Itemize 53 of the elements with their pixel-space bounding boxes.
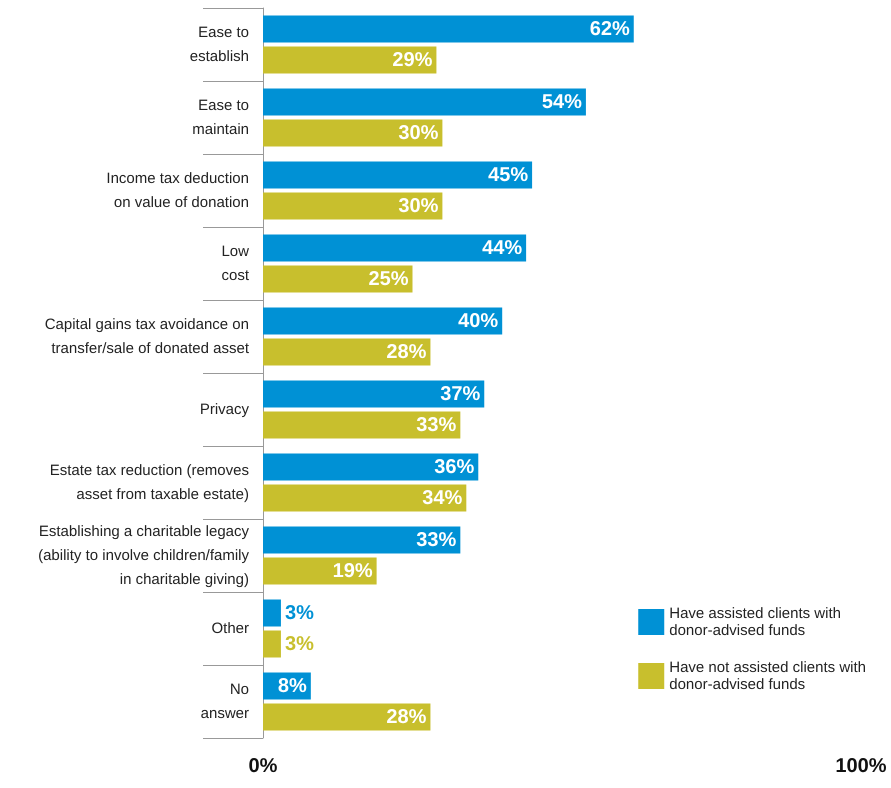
bar: [263, 380, 484, 408]
y-tick-label: No answer: [200, 681, 249, 722]
data-label: 30%: [398, 122, 439, 144]
legend-label: Have not assisted clients with donor-advised funds: [669, 659, 866, 693]
data-label: 8%: [278, 674, 308, 697]
y-tick-label: Other: [211, 620, 250, 637]
data-label: 28%: [386, 706, 427, 728]
bar: [263, 526, 460, 554]
data-label: 36%: [434, 456, 474, 478]
bar: [263, 453, 478, 480]
x-tick-label: 0%: [248, 755, 278, 777]
bar: [263, 412, 460, 439]
data-label: 25%: [368, 268, 409, 290]
data-label: 3%: [284, 602, 314, 624]
bar: [263, 120, 442, 147]
data-label: 28%: [386, 341, 427, 364]
bar: [263, 558, 377, 585]
data-label: 37%: [440, 382, 480, 405]
data-label: 30%: [398, 195, 439, 218]
bar: [263, 161, 532, 188]
bar: [263, 88, 586, 116]
data-label: 33%: [416, 414, 457, 436]
data-label: 45%: [488, 164, 528, 186]
bar: [263, 338, 430, 366]
legend-label: Have assisted clients with donor-advised funds: [669, 605, 841, 639]
data-label: 54%: [542, 90, 582, 113]
x-tick-label: 100%: [835, 755, 887, 777]
bar: [263, 307, 502, 334]
bar: [263, 234, 526, 262]
y-tick-label: Low cost: [221, 243, 250, 284]
data-label: 19%: [332, 560, 373, 582]
bar: [263, 15, 634, 42]
data-label: 29%: [392, 49, 433, 72]
bar: [263, 266, 412, 293]
data-label: 44%: [482, 236, 522, 259]
y-tick-label: Ease to establish: [190, 24, 249, 65]
y-tick-label: Ease to maintain: [192, 97, 249, 138]
y-tick-label: Income tax deduction on value of donation: [106, 170, 249, 211]
y-tick-label: Capital gains tax avoidance on transfer/sale of donated asset: [44, 316, 250, 357]
data-label: 62%: [590, 18, 630, 40]
bar: [263, 484, 466, 512]
y-tick-label: Estate tax reduction (removes asset from taxable estate): [50, 462, 249, 503]
bar: [263, 46, 436, 74]
bar: [263, 192, 442, 220]
data-label: 33%: [416, 528, 457, 551]
y-tick-label: Privacy: [200, 401, 250, 418]
data-label: 3%: [284, 633, 314, 656]
data-label: 40%: [458, 310, 498, 332]
y-tick-label: Establishing a charitable legacy (ability to involve children/family in charitable giving): [38, 523, 250, 588]
data-label: 34%: [422, 487, 463, 510]
bar: [263, 704, 430, 731]
bar: [263, 630, 281, 658]
bar: [263, 599, 281, 626]
